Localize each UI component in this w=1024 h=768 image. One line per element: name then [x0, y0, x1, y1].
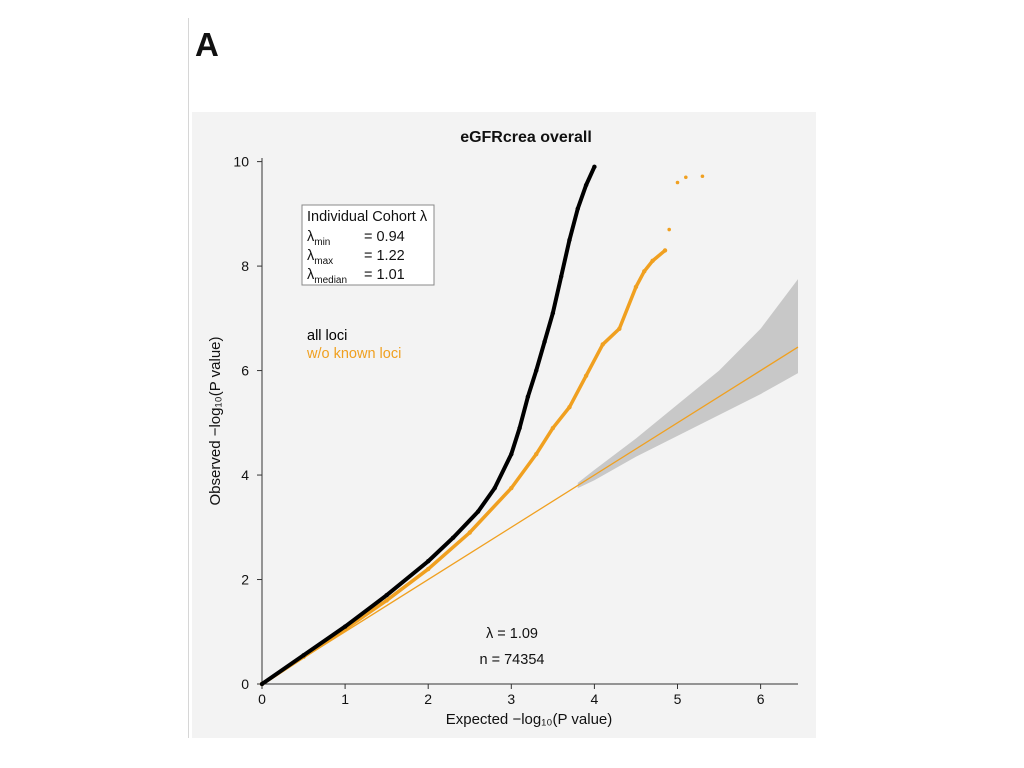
series-layer — [259, 164, 705, 687]
point-series-0-10 — [525, 394, 531, 399]
point-series-1-20 — [700, 174, 705, 179]
y-tick-label-0: 0 — [241, 676, 249, 692]
cohort-box-title: Individual Cohort λ — [307, 209, 428, 225]
y-tick-label-1: 2 — [241, 572, 249, 588]
point-series-0-15 — [567, 237, 572, 243]
point-series-1-7 — [534, 451, 539, 457]
point-series-1-4 — [426, 566, 431, 572]
cohort-rows: λmin = 0.94 λmax = 1.22 λmedian = 1.01 — [307, 229, 405, 286]
left-divider-line — [188, 18, 189, 738]
panel-label: A — [195, 26, 219, 63]
y-tick-label-2: 4 — [241, 467, 249, 483]
point-series-0-11 — [534, 368, 539, 373]
point-series-0-2 — [342, 624, 348, 629]
plot-background — [192, 112, 816, 738]
y-tick-label-4: 8 — [241, 258, 249, 274]
reference-line — [261, 346, 799, 685]
point-series-1-15 — [650, 258, 655, 264]
y-ticks: 0 2 4 6 8 10 — [233, 154, 262, 692]
y-tick-label-3: 6 — [241, 363, 249, 379]
x-tick-label-3: 3 — [507, 691, 515, 707]
cohort-row-value-1: = 1.22 — [364, 248, 405, 264]
y-tick-label-5: 10 — [233, 154, 249, 170]
point-series-1-9 — [567, 404, 572, 410]
point-series-1-13 — [633, 284, 639, 290]
point-series-0-13 — [550, 310, 556, 316]
overall-lambda-annotation: λ = 1.09 — [486, 626, 538, 642]
cohort-row-value-2: = 1.01 — [364, 267, 405, 283]
point-series-1-19 — [684, 175, 688, 180]
cohort-row-label-1: λmax — [307, 248, 333, 267]
point-series-0-17 — [583, 182, 589, 188]
x-tick-label-5: 5 — [674, 691, 682, 707]
point-series-1-3 — [384, 598, 389, 603]
point-series-0-6 — [475, 509, 481, 514]
point-series-1-11 — [600, 342, 605, 347]
x-tick-label-1: 1 — [341, 691, 349, 707]
point-series-0-14 — [558, 274, 564, 279]
point-series-0-9 — [517, 425, 522, 431]
cohort-lambda-box — [301, 204, 435, 286]
point-series-1-10 — [583, 373, 589, 378]
point-series-0-8 — [509, 451, 514, 457]
point-series-0-7 — [492, 485, 497, 491]
x-tick-label-2: 2 — [424, 691, 432, 707]
point-series-0-4 — [426, 559, 431, 564]
x-tick-label-0: 0 — [258, 691, 266, 707]
point-series-1-16 — [662, 248, 668, 253]
point-series-0-12 — [542, 339, 547, 345]
x-tick-label-6: 6 — [757, 691, 765, 707]
x-tick-label-4: 4 — [591, 691, 599, 707]
y-axis-label: Observed −log₁₀(P value) — [207, 336, 224, 505]
legend-without-known-loci: w/o known loci — [306, 346, 401, 362]
cohort-row-label-2: λmedian — [307, 267, 347, 286]
point-series-0-18 — [592, 164, 597, 170]
point-series-1-6 — [509, 485, 514, 491]
point-series-0-5 — [450, 535, 456, 540]
cohort-row-value-0: = 0.94 — [364, 229, 405, 245]
point-series-1-14 — [642, 269, 647, 274]
point-series-0-3 — [384, 592, 389, 598]
legend-all-loci: all loci — [307, 328, 347, 344]
point-series-0-1 — [301, 653, 306, 658]
x-ticks: 0 1 2 3 4 5 6 — [258, 684, 765, 707]
x-axis-label: Expected −log₁₀(P value) — [446, 711, 613, 728]
point-series-0-16 — [575, 206, 580, 211]
point-series-1-8 — [550, 425, 556, 431]
confidence-band — [577, 279, 798, 489]
point-series-1-5 — [467, 530, 472, 535]
point-series-1-18 — [675, 180, 680, 185]
sample-size-annotation: n = 74354 — [480, 652, 545, 668]
cohort-row-label-0: λmin — [307, 229, 330, 248]
point-series-0-0 — [259, 681, 265, 687]
chart-title: eGFRcrea overall — [460, 129, 592, 146]
point-series-1-12 — [617, 326, 622, 331]
point-series-1-17 — [667, 227, 671, 232]
